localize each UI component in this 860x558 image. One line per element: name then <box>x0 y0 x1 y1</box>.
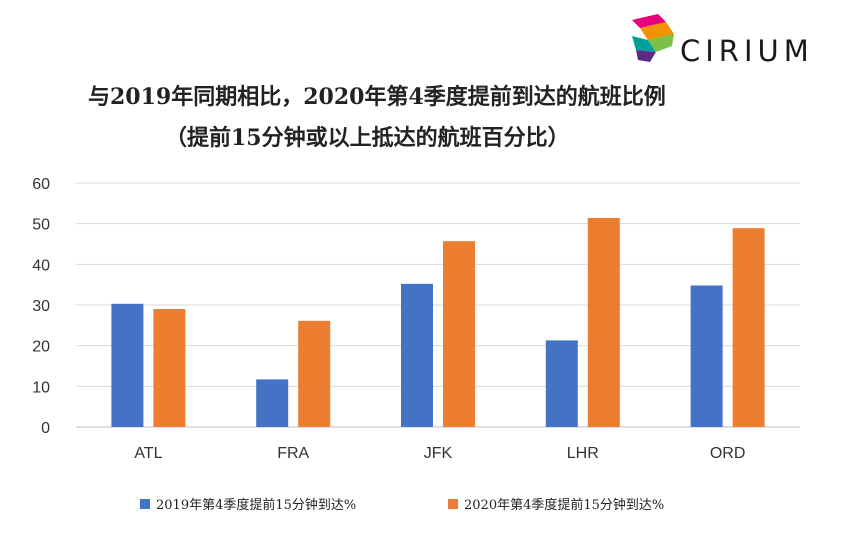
y-tick-label: 60 <box>32 176 50 193</box>
bar-lhr-series-1 <box>545 340 578 427</box>
bar-fra-series-2 <box>298 320 331 427</box>
y-tick-label: 20 <box>32 339 50 356</box>
bar-atl-series-2 <box>153 309 186 427</box>
bar-jfk-series-1 <box>401 283 433 427</box>
cirium-logo-icon <box>632 14 674 62</box>
bar-ord-series-2 <box>732 228 765 427</box>
y-tick-label: 10 <box>32 379 50 396</box>
brand-name: CIRIUM <box>680 34 814 68</box>
chart-subtitle: （提前15分钟或以上抵达的航班百分比） <box>165 125 570 151</box>
bar-lhr-series-2 <box>587 217 620 427</box>
y-tick-label: 0 <box>41 420 50 437</box>
y-tick-label: 40 <box>32 257 50 274</box>
x-tick-label: ORD <box>710 445 746 462</box>
bar-ord-series-1 <box>690 285 723 427</box>
legend-label: 2019年第4季度提前15分钟到达% <box>156 497 356 513</box>
x-tick-label: ATL <box>134 445 162 462</box>
y-tick-label: 50 <box>32 217 50 234</box>
legend-label: 2020年第4季度提前15分钟到达% <box>464 497 664 513</box>
legend-swatch <box>448 499 458 509</box>
chart-title: 与2019年同期相比，2020年第4季度提前到达的航班比例 <box>88 84 666 110</box>
x-tick-label: JFK <box>424 445 453 462</box>
bar-jfk-series-2 <box>443 241 475 427</box>
legend-swatch <box>140 499 150 509</box>
bar-fra-series-1 <box>256 379 289 427</box>
x-tick-label: FRA <box>277 445 309 462</box>
x-tick-label: LHR <box>567 445 599 462</box>
y-tick-label: 30 <box>32 298 50 315</box>
bar-atl-series-1 <box>111 303 144 427</box>
